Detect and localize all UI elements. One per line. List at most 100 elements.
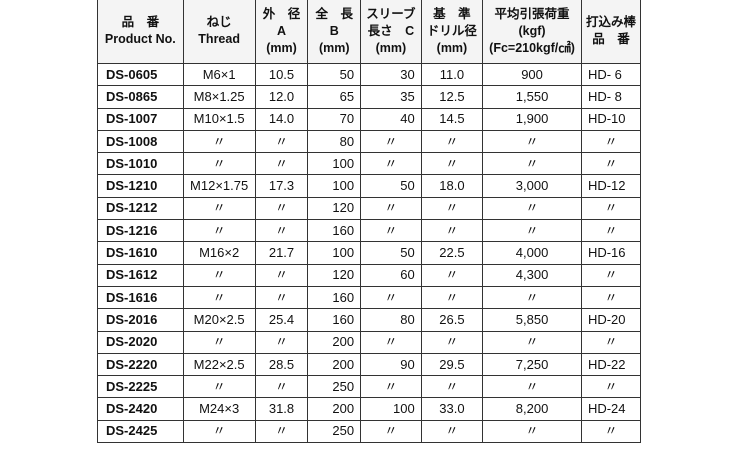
cell-avg-tensile-load: 〃 (482, 419, 582, 444)
cell-total-length-b: 65 (307, 85, 362, 109)
table-row: DS-2420 M24×3 31.8 200 100 33.0 8,200 HD-24 (97, 397, 642, 421)
cell-outer-diameter-a: 〃 (254, 196, 309, 221)
header-line: 打込み棒 (585, 15, 636, 29)
header-line: ドリル径 (426, 23, 477, 38)
cell-product-no: DS-1212 (97, 196, 184, 221)
cell-total-length-b: 250 (307, 419, 362, 444)
header-total-length-b: 全 長 B (mm) (307, 0, 362, 64)
cell-driver-rod-no: 〃 (580, 129, 642, 154)
cell-product-no: DS-2225 (97, 375, 184, 399)
cell-product-no: DS-2425 (97, 419, 184, 444)
header-line: ねじ (206, 15, 232, 29)
table-row: DS-2225 〃〃 250 〃〃〃〃 (97, 375, 642, 399)
cell-driver-rod-no: HD-20 (580, 308, 642, 332)
cell-driver-rod-no: 〃 (580, 219, 642, 243)
header-line: スリーブ (366, 6, 416, 21)
table-row: DS-1210 M12×1.75 17.3 100 50 18.0 3,000 HD-12 (97, 174, 642, 198)
cell-outer-diameter-a: 〃 (254, 419, 309, 444)
cell-drill-diameter: 〃 (420, 196, 484, 221)
cell-avg-tensile-load: 7,250 (482, 352, 582, 377)
cell-avg-tensile-load: 〃 (482, 219, 582, 243)
cell-sleeve-length-c: 〃 (360, 129, 422, 154)
cell-product-no: DS-1216 (97, 219, 184, 243)
table-row: DS-1010 〃〃 100 〃〃〃〃 (97, 152, 642, 176)
cell-drill-diameter: 22.5 (420, 241, 484, 265)
header-line: 平均引張荷重 (494, 6, 570, 21)
header-avg-tensile-load: 平均引張荷重 (kgf) (Fc=210kgf/㎠) (482, 0, 582, 64)
cell-sleeve-length-c: 60 (360, 263, 422, 287)
header-thread: ねじ Thread (182, 0, 256, 64)
cell-total-length-b: 160 (307, 285, 362, 310)
cell-thread: 〃 (182, 196, 256, 221)
cell-sleeve-length-c: 〃 (360, 330, 422, 354)
header-product-no: 品 番 Product No. (97, 0, 184, 64)
cell-outer-diameter-a: 10.5 (254, 62, 309, 87)
table-row: DS-1212 〃〃 120 〃〃〃〃 (97, 196, 642, 221)
header-row: 品 番 Product No. ねじ Thread 外 径 A (mm) 全 長 B (mm) スリ… (97, 0, 642, 64)
cell-product-no: DS-1610 (97, 241, 184, 265)
cell-sleeve-length-c: 〃 (360, 152, 422, 176)
cell-total-length-b: 200 (307, 397, 362, 421)
cell-outer-diameter-a: 28.5 (254, 352, 309, 377)
header-line: 長さ C (367, 23, 415, 38)
cell-drill-diameter: 11.0 (420, 62, 484, 87)
cell-thread: M10×1.5 (182, 107, 256, 131)
cell-drill-diameter: 〃 (420, 285, 484, 310)
cell-outer-diameter-a: 〃 (254, 263, 309, 287)
cell-total-length-b: 50 (307, 62, 362, 87)
cell-product-no: DS-2420 (97, 397, 184, 421)
cell-drill-diameter: 〃 (420, 152, 484, 176)
table-row: DS-2425 〃〃 250 〃〃〃〃 (97, 419, 642, 444)
cell-thread: M6×1 (182, 62, 256, 87)
cell-driver-rod-no: HD-24 (580, 397, 642, 421)
cell-avg-tensile-load: 900 (482, 62, 582, 87)
cell-product-no: DS-1007 (97, 107, 184, 131)
cell-total-length-b: 100 (307, 152, 362, 176)
cell-product-no: DS-1616 (97, 285, 184, 310)
cell-avg-tensile-load: 〃 (482, 196, 582, 221)
header-sleeve-length-c: スリーブ 長さ C (mm) (360, 0, 422, 64)
header-outer-diameter-a: 外 径 A (mm) (254, 0, 309, 64)
cell-sleeve-length-c: 80 (360, 308, 422, 332)
cell-outer-diameter-a: 〃 (254, 129, 309, 154)
header-line: 全 長 (315, 6, 353, 21)
table-row: DS-2020 〃〃 200 〃〃〃〃 (97, 330, 642, 354)
cell-avg-tensile-load: 〃 (482, 285, 582, 310)
header-line: Product No. (104, 32, 176, 46)
cell-outer-diameter-a: 14.0 (254, 107, 309, 131)
cell-drill-diameter: 〃 (420, 375, 484, 399)
cell-total-length-b: 120 (307, 196, 362, 221)
cell-driver-rod-no: HD-22 (580, 352, 642, 377)
cell-sleeve-length-c: 35 (360, 85, 422, 109)
cell-outer-diameter-a: 〃 (254, 219, 309, 243)
cell-drill-diameter: 〃 (420, 330, 484, 354)
table-row: DS-1008 〃〃 80 〃〃〃〃 (97, 129, 642, 154)
cell-driver-rod-no: HD-10 (580, 107, 642, 131)
table-row: DS-0865 M8×1.25 12.0 65 35 12.5 1,550 HD- 8 (97, 85, 642, 109)
cell-avg-tensile-load: 1,550 (482, 85, 582, 109)
table-row: DS-2016 M20×2.5 25.4 160 80 26.5 5,850 HD-20 (97, 308, 642, 332)
cell-drill-diameter: 14.5 (420, 107, 484, 131)
cell-avg-tensile-load: 4,000 (482, 241, 582, 265)
cell-outer-diameter-a: 〃 (254, 375, 309, 399)
cell-product-no: DS-1008 (97, 129, 184, 154)
cell-thread: M24×3 (182, 397, 256, 421)
cell-sleeve-length-c: 90 (360, 352, 422, 377)
cell-sleeve-length-c: 50 (360, 174, 422, 198)
table-row: DS-0605 M6×1 10.5 50 30 11.0 900 HD- 6 (97, 62, 642, 87)
header-line: A (276, 23, 287, 38)
cell-driver-rod-no: HD- 8 (580, 85, 642, 109)
cell-sleeve-length-c: 30 (360, 62, 422, 87)
cell-sleeve-length-c: 40 (360, 107, 422, 131)
cell-outer-diameter-a: 12.0 (254, 85, 309, 109)
cell-sleeve-length-c: 〃 (360, 285, 422, 310)
cell-drill-diameter: 33.0 (420, 397, 484, 421)
cell-outer-diameter-a: 17.3 (254, 174, 309, 198)
cell-thread: 〃 (182, 419, 256, 444)
cell-drill-diameter: 〃 (420, 419, 484, 444)
cell-total-length-b: 100 (307, 241, 362, 265)
cell-outer-diameter-a: 〃 (254, 285, 309, 310)
cell-total-length-b: 200 (307, 330, 362, 354)
cell-drill-diameter: 12.5 (420, 85, 484, 109)
cell-outer-diameter-a: 〃 (254, 152, 309, 176)
